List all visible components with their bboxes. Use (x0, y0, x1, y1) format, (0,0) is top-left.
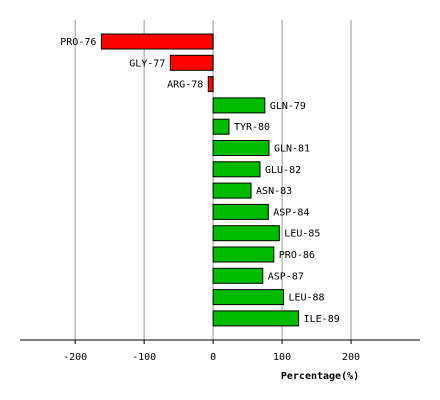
category-label: GLN-81 (274, 144, 310, 155)
bar-asn-83 (212, 182, 252, 199)
x-axis-title: Percentage(%) (281, 371, 359, 382)
bar-asp-84 (212, 203, 269, 220)
category-label: GLY-77 (129, 58, 165, 69)
bar-ile-89 (212, 310, 300, 327)
bar-leu-85 (212, 225, 280, 242)
category-label: ILE-89 (304, 314, 340, 325)
category-label: LEU-88 (288, 293, 324, 304)
x-tick-label: -200 (63, 352, 87, 363)
category-label: PRO-76 (60, 37, 96, 48)
category-label: PRO-86 (279, 250, 315, 261)
bar-leu-88 (212, 289, 284, 306)
category-label: ARG-78 (167, 80, 203, 91)
x-tick-label: 0 (210, 352, 216, 363)
category-label: ASP-84 (273, 207, 309, 218)
category-label: GLU-82 (265, 165, 301, 176)
x-tick-label: -100 (132, 352, 156, 363)
grid-lines (74, 20, 352, 340)
bar-glu-82 (212, 161, 261, 178)
bar-pro-76 (100, 33, 214, 50)
category-label: ASN-83 (256, 186, 292, 197)
category-label: LEU-85 (284, 229, 320, 240)
bar-gly-77 (169, 54, 214, 71)
category-label: ASP-87 (268, 271, 304, 282)
bars (100, 33, 300, 327)
category-label: TYR-80 (234, 122, 270, 133)
x-tick-label: 200 (342, 352, 360, 363)
bar-pro-86 (212, 246, 275, 263)
category-label: GLN-79 (270, 101, 306, 112)
bar-tyr-80 (212, 118, 230, 135)
bar-gln-79 (212, 97, 266, 114)
x-tick-label: 100 (273, 352, 291, 363)
bar-arg-78 (207, 76, 214, 93)
bar-asp-87 (212, 267, 264, 284)
x-ticks: -200 -100 0 100 200 (63, 340, 360, 363)
bar-gln-81 (212, 140, 270, 156)
